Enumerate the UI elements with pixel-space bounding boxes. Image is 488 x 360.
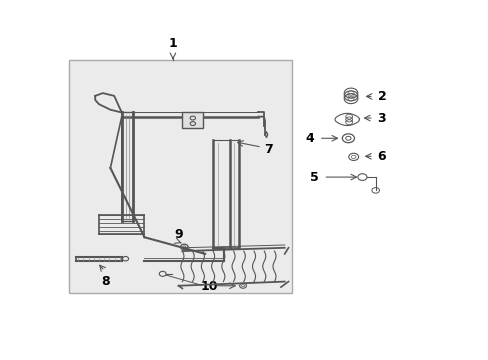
Text: 4: 4 [305, 132, 314, 145]
Text: 10: 10 [200, 280, 218, 293]
Bar [182, 112, 203, 128]
Text: 2: 2 [377, 90, 386, 103]
Text: 5: 5 [309, 171, 318, 184]
Text: 6: 6 [377, 150, 386, 163]
Text: 8: 8 [101, 275, 109, 288]
Bar [68, 60, 292, 293]
Text: 1: 1 [168, 37, 177, 50]
Text: 7: 7 [264, 143, 272, 156]
Text: 9: 9 [174, 228, 183, 242]
Text: 3: 3 [377, 112, 386, 125]
